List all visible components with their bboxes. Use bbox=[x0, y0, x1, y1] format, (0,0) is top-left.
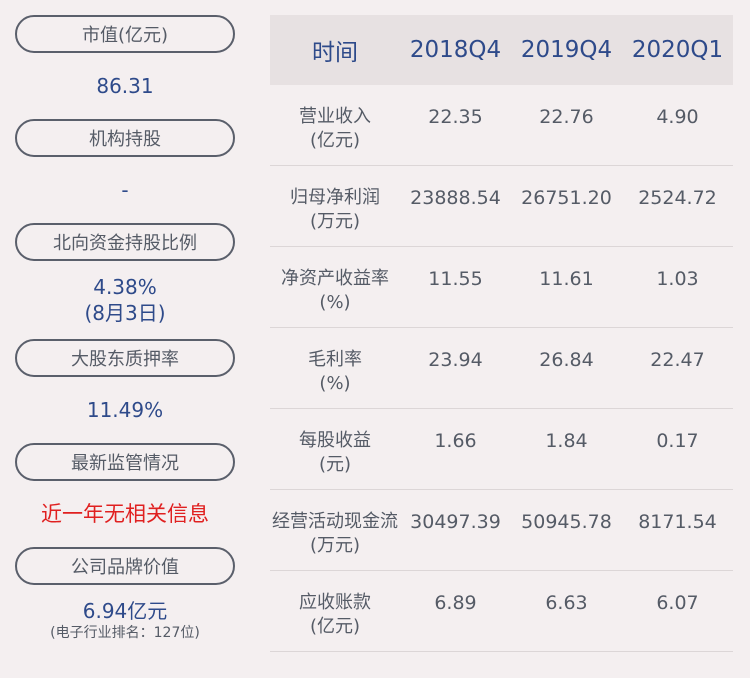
stock-summary-panel: 市值(亿元) 86.31 机构持股 - 北向资金持股比例 4.38% (8月3日… bbox=[15, 15, 235, 655]
row-label-name: 应收账款 bbox=[299, 592, 371, 613]
table-header: 时间 2018Q4 2019Q4 2020Q1 bbox=[270, 15, 733, 85]
table-cell: 6.07 bbox=[656, 592, 699, 614]
table-cell: 1.03 bbox=[656, 268, 699, 290]
row-label: 毛利率 (%) bbox=[270, 328, 400, 396]
row-label-unit: (万元) bbox=[309, 211, 361, 232]
pledge-ratio-value: 11.49% bbox=[15, 377, 235, 443]
row-label: 经营活动现金流 (万元) bbox=[270, 490, 400, 558]
table-cell: 0.17 bbox=[656, 430, 699, 452]
table-row-operating-cash-flow: 经营活动现金流 (万元) 30497.39 50945.78 8171.54 bbox=[270, 490, 733, 571]
table-cell: 11.55 bbox=[428, 268, 483, 290]
pledge-ratio-number: 11.49% bbox=[86, 398, 164, 422]
table-row-gross-margin: 毛利率 (%) 23.94 26.84 22.47 bbox=[270, 328, 733, 409]
table-cell: 8171.54 bbox=[638, 511, 717, 533]
table-cell: 4.90 bbox=[656, 106, 699, 128]
regulatory-status-text: 近一年无相关信息 bbox=[41, 502, 209, 526]
header-2018q4: 2018Q4 bbox=[409, 37, 502, 63]
header-time: 时间 bbox=[312, 40, 358, 66]
northbound-holding-date: (8月3日) bbox=[84, 301, 166, 325]
row-label: 应收账款 (亿元) bbox=[270, 571, 400, 639]
table-cell: 23888.54 bbox=[410, 187, 501, 209]
row-label-unit: (亿元) bbox=[309, 130, 361, 151]
institutional-holding-number: - bbox=[121, 178, 129, 202]
pledge-ratio-label: 大股东质押率 bbox=[15, 339, 235, 377]
table-row-revenue: 营业收入 (亿元) 22.35 22.76 4.90 bbox=[270, 85, 733, 166]
table-cell: 1.84 bbox=[545, 430, 588, 452]
header-2019q4: 2019Q4 bbox=[520, 37, 613, 63]
row-label-name: 归母净利润 bbox=[290, 187, 380, 208]
row-label-unit: (万元) bbox=[309, 535, 361, 556]
row-label-name: 毛利率 bbox=[308, 349, 362, 370]
table-cell: 11.61 bbox=[539, 268, 594, 290]
table-cell: 23.94 bbox=[428, 349, 483, 371]
brand-value-value: 6.94亿元 (电子行业排名：127位) bbox=[15, 585, 235, 655]
table-row-accounts-receivable: 应收账款 (亿元) 6.89 6.63 6.07 bbox=[270, 571, 733, 652]
market-cap-number: 86.31 bbox=[96, 74, 154, 98]
table-cell: 2524.72 bbox=[638, 187, 717, 209]
table-cell: 26751.20 bbox=[521, 187, 612, 209]
row-label-name: 净资产收益率 bbox=[281, 268, 389, 289]
table-row-roe: 净资产收益率 (%) 11.55 11.61 1.03 bbox=[270, 247, 733, 328]
table-row-eps: 每股收益 (元) 1.66 1.84 0.17 bbox=[270, 409, 733, 490]
institutional-holding-value: - bbox=[15, 157, 235, 223]
table-cell: 22.35 bbox=[428, 106, 483, 128]
institutional-holding-label: 机构持股 bbox=[15, 119, 235, 157]
table-cell: 30497.39 bbox=[410, 511, 501, 533]
table-cell: 50945.78 bbox=[521, 511, 612, 533]
market-cap-label: 市值(亿元) bbox=[15, 15, 235, 53]
table-cell: 1.66 bbox=[434, 430, 477, 452]
northbound-holding-value: 4.38% (8月3日) bbox=[15, 261, 235, 339]
row-label: 净资产收益率 (%) bbox=[270, 247, 400, 315]
row-label: 归母净利润 (万元) bbox=[270, 166, 400, 234]
table-cell: 26.84 bbox=[539, 349, 594, 371]
table-cell: 22.76 bbox=[539, 106, 594, 128]
regulatory-status-label: 最新监管情况 bbox=[15, 443, 235, 481]
row-label-unit: (元) bbox=[318, 454, 352, 475]
row-label: 每股收益 (元) bbox=[270, 409, 400, 477]
regulatory-status-value: 近一年无相关信息 bbox=[15, 481, 235, 547]
row-label-unit: (%) bbox=[319, 292, 351, 313]
brand-value-number: 6.94亿元 bbox=[82, 599, 168, 623]
row-label-name: 每股收益 bbox=[299, 430, 371, 451]
brand-value-rank-note: (电子行业排名：127位) bbox=[50, 625, 200, 641]
northbound-holding-label: 北向资金持股比例 bbox=[15, 223, 235, 261]
table-row-net-profit: 归母净利润 (万元) 23888.54 26751.20 2524.72 bbox=[270, 166, 733, 247]
header-2020q1: 2020Q1 bbox=[631, 37, 724, 63]
brand-value-label: 公司品牌价值 bbox=[15, 547, 235, 585]
row-label-unit: (亿元) bbox=[309, 616, 361, 637]
row-label-unit: (%) bbox=[319, 373, 351, 394]
table-cell: 6.89 bbox=[434, 592, 477, 614]
table-cell: 6.63 bbox=[545, 592, 588, 614]
northbound-holding-percent: 4.38% bbox=[93, 275, 157, 299]
financial-table: 时间 2018Q4 2019Q4 2020Q1 营业收入 (亿元) 22.35 … bbox=[270, 15, 733, 652]
market-cap-value: 86.31 bbox=[15, 53, 235, 119]
row-label-name: 营业收入 bbox=[299, 106, 371, 127]
row-label: 营业收入 (亿元) bbox=[270, 85, 400, 153]
row-label-name: 经营活动现金流 bbox=[272, 511, 398, 532]
table-cell: 22.47 bbox=[650, 349, 705, 371]
